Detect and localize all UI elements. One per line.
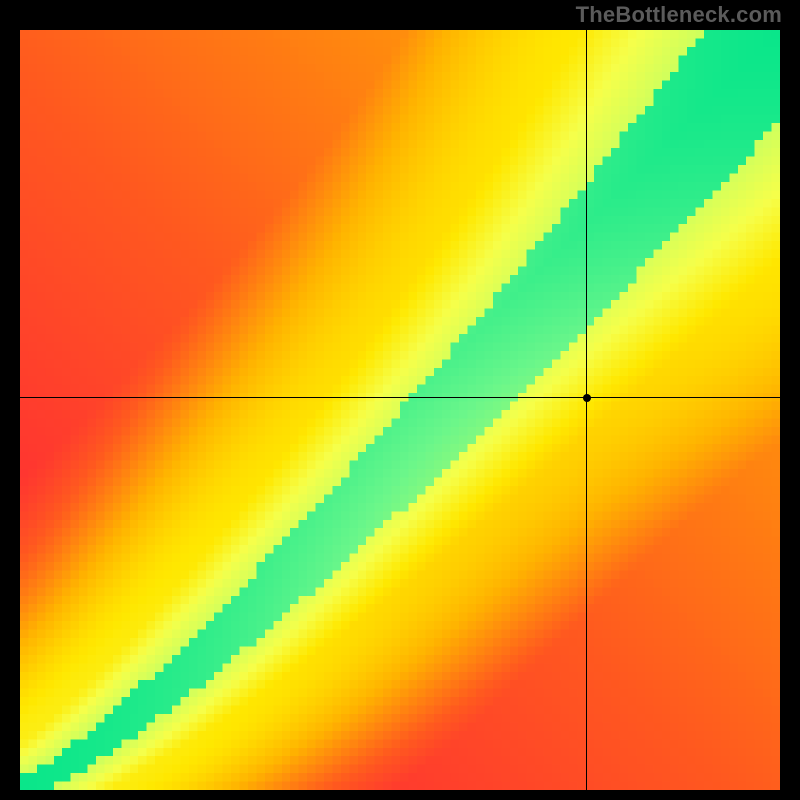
crosshair-marker bbox=[583, 394, 591, 402]
crosshair-horizontal bbox=[20, 397, 780, 398]
chart-container: { "watermark": { "text": "TheBottleneck.… bbox=[0, 0, 800, 800]
watermark-text: TheBottleneck.com bbox=[576, 2, 782, 28]
bottleneck-heatmap bbox=[20, 30, 780, 790]
crosshair-vertical bbox=[586, 30, 587, 790]
